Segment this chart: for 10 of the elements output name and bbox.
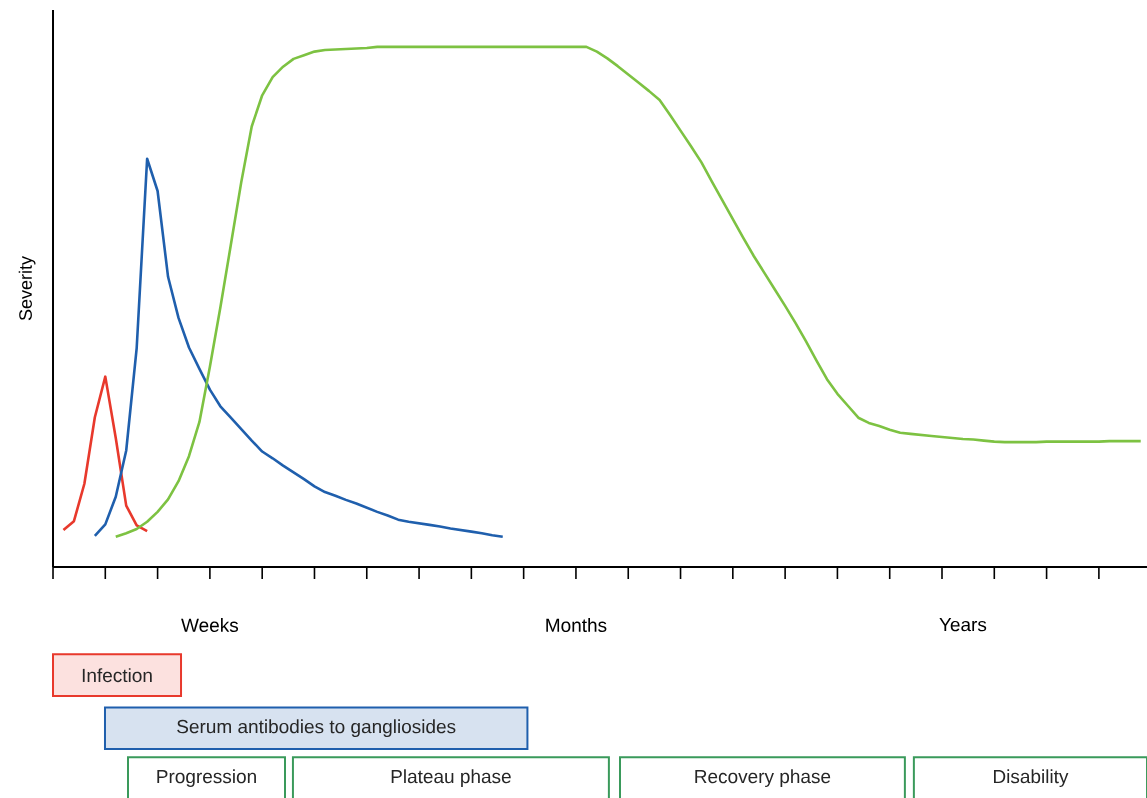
text: Recovery phase bbox=[695, 769, 831, 787]
text: Disability bbox=[993, 769, 1069, 787]
y-axis-title: Severity bbox=[18, 256, 36, 321]
x-tick-label: Months bbox=[546, 618, 607, 633]
x-tick-label: Weeks bbox=[181, 618, 239, 633]
x-tick-label: Years bbox=[939, 618, 987, 632]
text: Infection bbox=[82, 668, 152, 683]
text: Progression bbox=[157, 769, 256, 787]
text: Serum antibodies to gangliosides bbox=[177, 719, 456, 738]
text: Plateau phase bbox=[391, 769, 511, 787]
